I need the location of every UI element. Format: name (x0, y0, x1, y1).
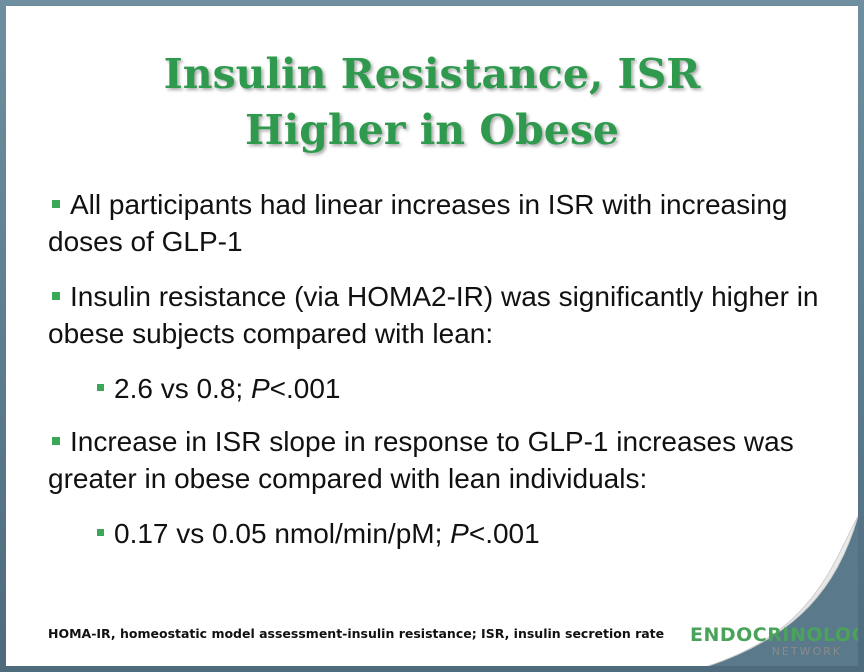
bullet-square-icon (97, 529, 104, 537)
bullet-item: All participants had linear increases in… (48, 186, 828, 260)
bullet-square-icon (52, 436, 60, 445)
p-value-label: P (450, 518, 469, 549)
bullet-text: Increase in ISR slope in response to GLP… (48, 426, 794, 494)
logo-line-2: NETWORK (771, 645, 842, 658)
title-line-2: Higher in Obese (244, 106, 620, 154)
bullet-square-icon (52, 199, 60, 208)
footnote: HOMA-IR, homeostatic model assessment-in… (48, 626, 665, 641)
sub-bullet-suffix: <.001 (269, 373, 341, 404)
slide-title: Insulin Resistance, ISR Higher in Obese (6, 46, 858, 158)
sub-bullet-item: 0.17 vs 0.05 nmol/min/pM; P<.001 (93, 515, 828, 552)
bullet-text: All participants had linear increases in… (48, 189, 788, 257)
sub-bullet-suffix: <.001 (468, 518, 540, 549)
p-value-label: P (250, 373, 270, 404)
slide: Insulin Resistance, ISR Higher in Obese … (6, 6, 858, 666)
bullet-square-icon (52, 291, 60, 300)
title-line-1: Insulin Resistance, ISR (163, 50, 701, 98)
sub-bullet-prefix: 2.6 vs 0.8; (114, 373, 251, 404)
bullet-square-icon (97, 384, 104, 392)
sub-bullet-item: 2.6 vs 0.8; P<.001 (93, 370, 828, 407)
bullet-text: Insulin resistance (via HOMA2-IR) was si… (48, 281, 819, 349)
endocrinology-network-logo: ENDOCRINOLOGY NETWORK (690, 624, 858, 658)
logo-line-1: ENDOCRINOLOGY (690, 624, 858, 646)
bullet-item: Increase in ISR slope in response to GLP… (48, 423, 828, 497)
bullet-list: All participants had linear increases in… (48, 186, 828, 568)
sub-bullet-prefix: 0.17 vs 0.05 nmol/min/pM; (114, 518, 451, 549)
bullet-item: Insulin resistance (via HOMA2-IR) was si… (48, 278, 828, 352)
